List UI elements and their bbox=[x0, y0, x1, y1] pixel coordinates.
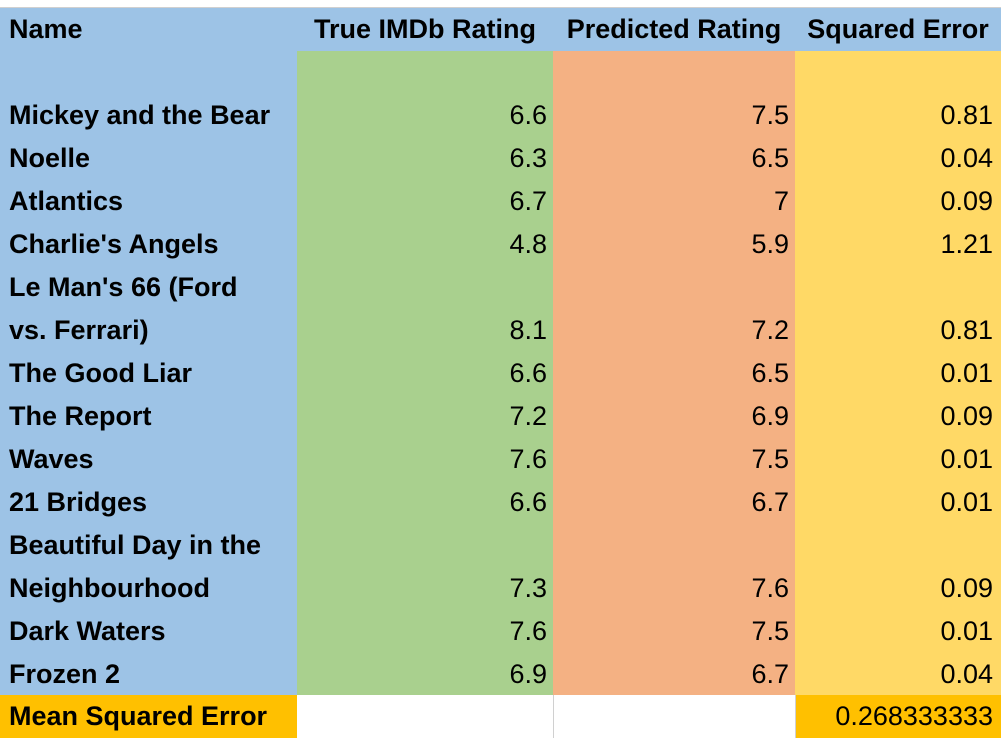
row-predicted-rating-cell[interactable]: 7.5 bbox=[751, 100, 789, 130]
row-predicted-rating-cell[interactable] bbox=[553, 524, 795, 567]
row-predicted-rating-cell[interactable]: 7.6 bbox=[751, 573, 789, 603]
row-true-rating-cell[interactable]: 6.6 bbox=[509, 487, 547, 517]
row-true-rating-cell[interactable] bbox=[297, 266, 553, 309]
row-true-rating-cell[interactable]: 6.9 bbox=[509, 659, 547, 689]
row-name-cell[interactable]: Dark Waters bbox=[9, 616, 166, 646]
row-squared-error-cell[interactable]: 0.09 bbox=[940, 401, 993, 431]
row-true-rating-cell[interactable]: 7.6 bbox=[509, 444, 547, 474]
row-squared-error-cell[interactable]: 0.01 bbox=[940, 444, 993, 474]
row-name-cell[interactable]: The Good Liar bbox=[9, 358, 193, 388]
row-name-cell[interactable]: Charlie's Angels bbox=[9, 229, 219, 259]
row-name-cell[interactable]: Neighbourhood bbox=[9, 573, 210, 603]
row-predicted-rating-cell[interactable]: 7.5 bbox=[751, 616, 789, 646]
row-name-cell[interactable]: Beautiful Day in the bbox=[9, 530, 262, 560]
row-squared-error-cell[interactable] bbox=[795, 524, 1001, 567]
row-name-cell[interactable]: Waves bbox=[9, 444, 94, 474]
row-true-rating-cell[interactable]: 6.6 bbox=[509, 100, 547, 130]
mse-value[interactable]: 0.268333333 bbox=[795, 695, 1001, 738]
row-predicted-rating-cell[interactable]: 7.2 bbox=[751, 315, 789, 345]
row-squared-error-cell[interactable]: 0.04 bbox=[940, 659, 993, 689]
row-squared-error-cell[interactable]: 0.81 bbox=[940, 315, 993, 345]
squared-error-column-fill bbox=[795, 51, 1001, 695]
row-predicted-rating-cell[interactable] bbox=[553, 266, 795, 309]
header-predicted-rating[interactable]: Predicted Rating bbox=[566, 14, 782, 44]
row-squared-error-cell[interactable]: 0.04 bbox=[940, 143, 993, 173]
row-squared-error-cell[interactable]: 0.09 bbox=[940, 186, 993, 216]
gridline bbox=[795, 695, 796, 738]
row-squared-error-cell[interactable]: 0.09 bbox=[940, 573, 993, 603]
row-name-cell[interactable]: Noelle bbox=[9, 143, 91, 173]
row-predicted-rating-cell[interactable]: 6.7 bbox=[751, 487, 789, 517]
mse-empty-cell[interactable] bbox=[553, 695, 795, 738]
row-squared-error-cell[interactable]: 0.01 bbox=[940, 358, 993, 388]
row-squared-error-cell[interactable] bbox=[795, 266, 1001, 309]
column-header-strip bbox=[0, 0, 1001, 8]
row-true-rating-cell[interactable]: 7.6 bbox=[509, 616, 547, 646]
header-squared-error[interactable]: Squared Error bbox=[807, 14, 989, 44]
header-true-rating[interactable]: True IMDb Rating bbox=[314, 14, 536, 44]
row-squared-error-cell[interactable]: 0.81 bbox=[940, 100, 993, 130]
row-name-cell[interactable]: Le Man's 66 (Ford bbox=[9, 272, 238, 302]
mse-label[interactable]: Mean Squared Error bbox=[0, 695, 297, 738]
row-name-cell[interactable]: Atlantics bbox=[9, 186, 124, 216]
row-predicted-rating-cell[interactable]: 6.9 bbox=[751, 401, 789, 431]
mse-empty-cell[interactable] bbox=[297, 695, 553, 738]
row-name-cell[interactable]: Mickey and the Bear bbox=[9, 100, 271, 130]
row-name-cell[interactable]: 21 Bridges bbox=[9, 487, 148, 517]
row-true-rating-cell[interactable]: 4.8 bbox=[509, 229, 547, 259]
row-predicted-rating-cell[interactable]: 7 bbox=[773, 186, 789, 216]
predicted-rating-column-fill bbox=[553, 51, 795, 695]
row-true-rating-cell[interactable]: 6.6 bbox=[509, 358, 547, 388]
row-predicted-rating-cell[interactable]: 7.5 bbox=[751, 444, 789, 474]
gridline bbox=[553, 695, 554, 738]
mse-row: Mean Squared Error 0.268333333 bbox=[0, 695, 1001, 738]
row-squared-error-cell[interactable]: 1.21 bbox=[940, 229, 993, 259]
row-predicted-rating-cell[interactable]: 6.5 bbox=[751, 358, 789, 388]
row-name-cell[interactable]: Frozen 2 bbox=[9, 659, 121, 689]
header-name[interactable]: Name bbox=[9, 14, 83, 44]
row-true-rating-cell[interactable]: 6.7 bbox=[509, 186, 547, 216]
row-name-cell[interactable]: The Report bbox=[9, 401, 152, 431]
row-true-rating-cell[interactable]: 7.2 bbox=[509, 401, 547, 431]
row-predicted-rating-cell[interactable]: 5.9 bbox=[751, 229, 789, 259]
row-predicted-rating-cell[interactable]: 6.5 bbox=[751, 143, 789, 173]
row-true-rating-cell[interactable]: 8.1 bbox=[509, 315, 547, 345]
row-true-rating-cell[interactable]: 6.3 bbox=[509, 143, 547, 173]
name-column-fill bbox=[0, 8, 297, 695]
row-name-cell[interactable]: vs. Ferrari) bbox=[9, 315, 149, 345]
row-predicted-rating-cell[interactable]: 6.7 bbox=[751, 659, 789, 689]
header-row-fill bbox=[297, 8, 1001, 51]
row-squared-error-cell[interactable]: 0.01 bbox=[940, 616, 993, 646]
true-rating-column-fill bbox=[297, 51, 553, 695]
row-squared-error-cell[interactable]: 0.01 bbox=[940, 487, 993, 517]
row-true-rating-cell[interactable] bbox=[297, 524, 553, 567]
row-true-rating-cell[interactable]: 7.3 bbox=[509, 573, 547, 603]
